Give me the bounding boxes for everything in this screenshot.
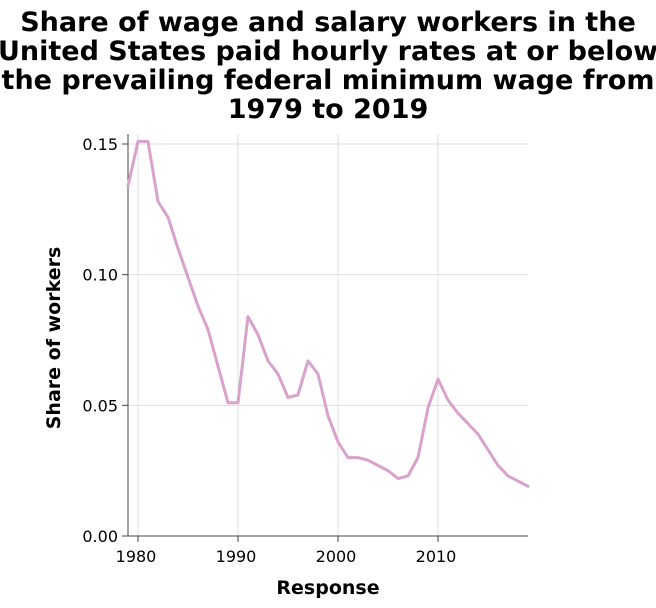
series-line xyxy=(126,139,530,488)
x-tick-label: 2000 xyxy=(316,547,357,566)
chart-title-line: United States paid hourly rates at or be… xyxy=(0,36,656,67)
y-tick-label: 0.05 xyxy=(82,396,118,415)
x-tick-labels: 1980 1990 2000 2010 xyxy=(116,536,457,566)
y-tick-labels: 0.00 0.05 0.10 0.15 xyxy=(82,135,128,546)
x-axis-title: Response xyxy=(276,577,379,599)
y-tick-label: 0.10 xyxy=(82,266,118,285)
x-tick-label: 1990 xyxy=(216,547,257,566)
x-tick-label: 1980 xyxy=(116,547,157,566)
chart-title-line: 1979 to 2019 xyxy=(228,94,429,125)
y-axis-title: Share of workers xyxy=(43,247,65,430)
chart-title-line: Share of wage and salary workers in the xyxy=(20,7,636,38)
axes xyxy=(127,134,528,537)
y-tick-label: 0.00 xyxy=(82,527,118,546)
chart-title: Share of wage and salary workers in theU… xyxy=(0,7,656,125)
y-tick-label: 0.15 xyxy=(82,135,118,154)
grid xyxy=(128,134,528,537)
chart-title-line: the prevailing federal minimum wage from xyxy=(2,65,655,96)
x-tick-label: 2010 xyxy=(416,547,457,566)
series xyxy=(126,139,530,488)
